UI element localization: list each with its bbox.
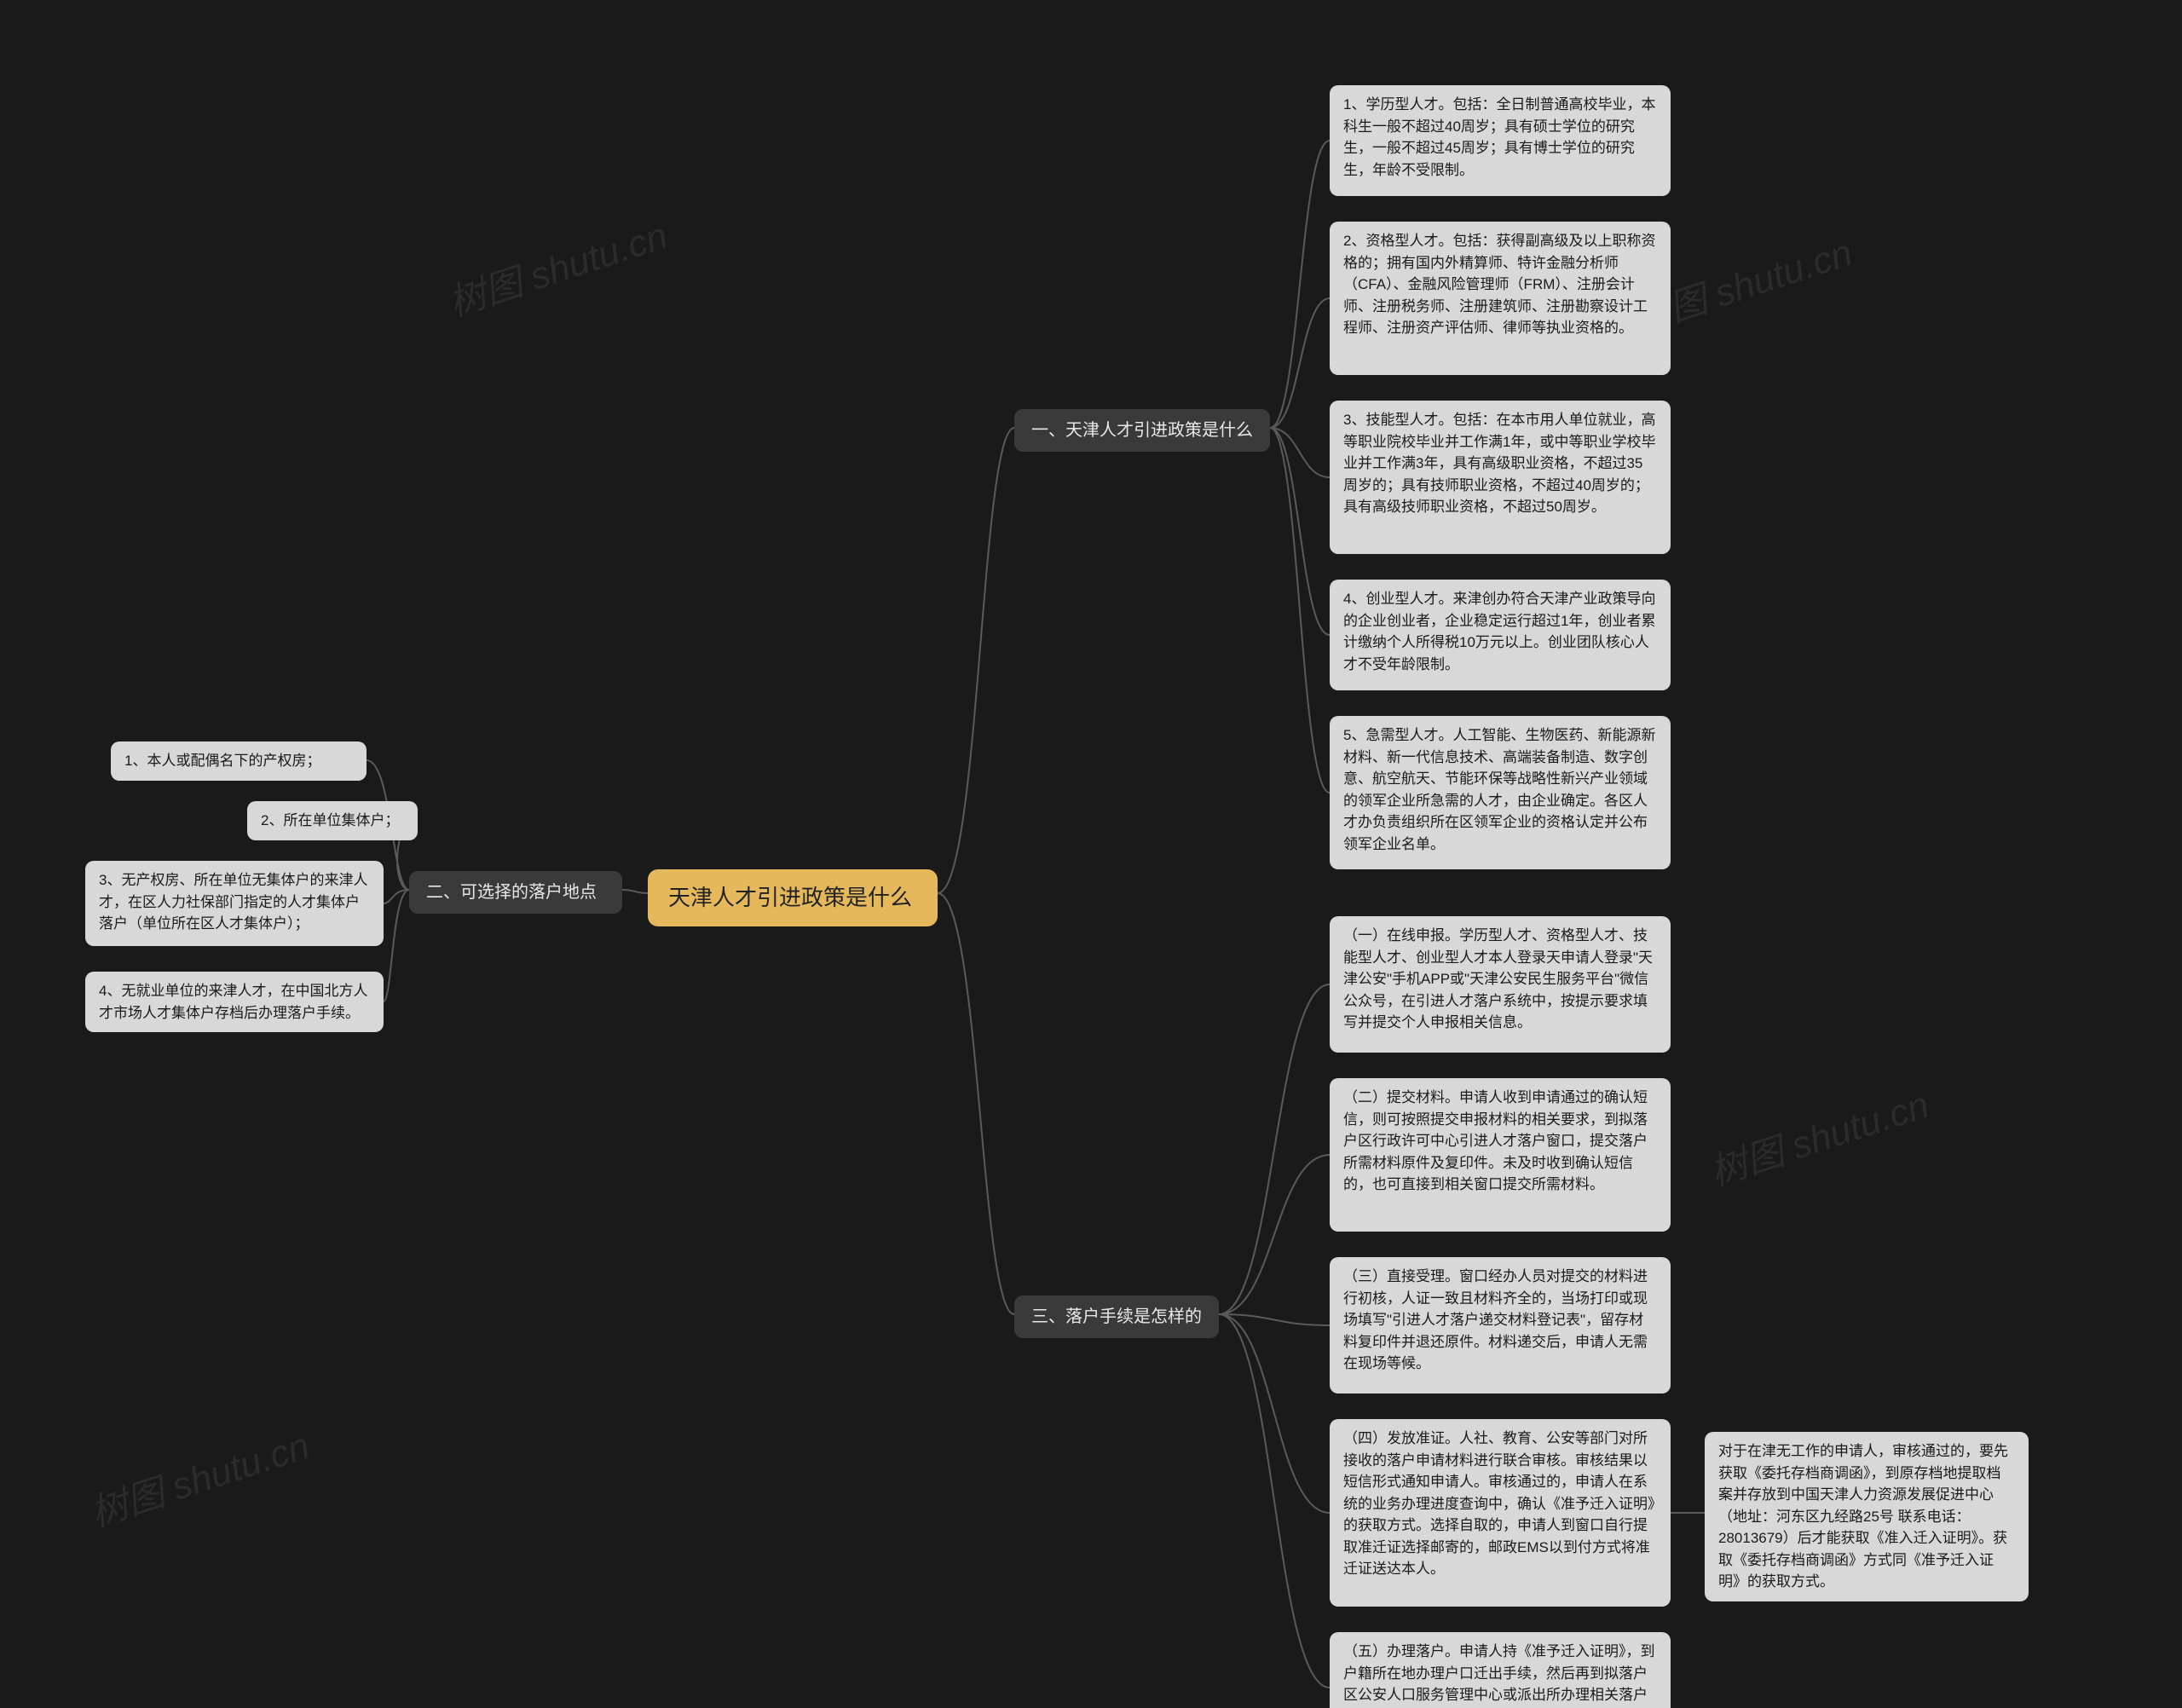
leaf-location-2[interactable]: 2、所在单位集体户；	[247, 801, 418, 840]
leaf-policy-2[interactable]: 2、资格型人才。包括：获得副高级及以上职称资格的；拥有国内外精算师、特许金融分析…	[1330, 222, 1671, 375]
leaf-location-3[interactable]: 3、无产权房、所在单位无集体户的来津人才，在区人力社保部门指定的人才集体户落户（…	[85, 861, 384, 946]
leaf-policy-4[interactable]: 4、创业型人才。来津创办符合天津产业政策导向的企业创业者，企业稳定运行超过1年，…	[1330, 580, 1671, 690]
mindmap-root[interactable]: 天津人才引进政策是什么	[648, 869, 938, 926]
leaf-policy-5[interactable]: 5、急需型人才。人工智能、生物医药、新能源新材料、新一代信息技术、高端装备制造、…	[1330, 716, 1671, 869]
leaf-procedure-1[interactable]: （一）在线申报。学历型人才、资格型人才、技能型人才、创业型人才本人登录天申请人登…	[1330, 916, 1671, 1053]
leaf-procedure-2[interactable]: （二）提交材料。申请人收到申请通过的确认短信，则可按照提交申报材料的相关要求，到…	[1330, 1078, 1671, 1232]
watermark: 树图 shutu.cn	[1702, 1074, 1935, 1196]
leaf-procedure-4[interactable]: （四）发放准证。人社、教育、公安等部门对所接收的落户申请材料进行联合审核。审核结…	[1330, 1419, 1671, 1607]
leaf-procedure-3[interactable]: （三）直接受理。窗口经办人员对提交的材料进行初核，人证一致且材料齐全的，当场打印…	[1330, 1257, 1671, 1394]
leaf-procedure-5[interactable]: （五）办理落户。申请人持《准予迁入证明》，到户籍所在地办理户口迁出手续，然后再到…	[1330, 1632, 1671, 1708]
leaf-policy-1[interactable]: 1、学历型人才。包括：全日制普通高校毕业，本科生一般不超过40周岁；具有硕士学位…	[1330, 85, 1671, 196]
leaf-location-1[interactable]: 1、本人或配偶名下的产权房；	[111, 741, 367, 781]
branch-locations[interactable]: 二、可选择的落户地点	[409, 871, 622, 914]
leaf-location-4[interactable]: 4、无就业单位的来津人才，在中国北方人才市场人才集体户存档后办理落户手续。	[85, 972, 384, 1032]
leaf-procedure-4-note[interactable]: 对于在津无工作的申请人，审核通过的，要先获取《委托存档商调函》，到原存档地提取档…	[1705, 1432, 2029, 1601]
branch-procedure[interactable]: 三、落户手续是怎样的	[1014, 1295, 1219, 1338]
watermark: 树图 shutu.cn	[83, 1415, 315, 1537]
branch-policy[interactable]: 一、天津人才引进政策是什么	[1014, 409, 1270, 452]
watermark: 树图 shutu.cn	[441, 205, 673, 326]
leaf-policy-3[interactable]: 3、技能型人才。包括：在本市用人单位就业，高等职业院校毕业并工作满1年，或中等职…	[1330, 401, 1671, 554]
